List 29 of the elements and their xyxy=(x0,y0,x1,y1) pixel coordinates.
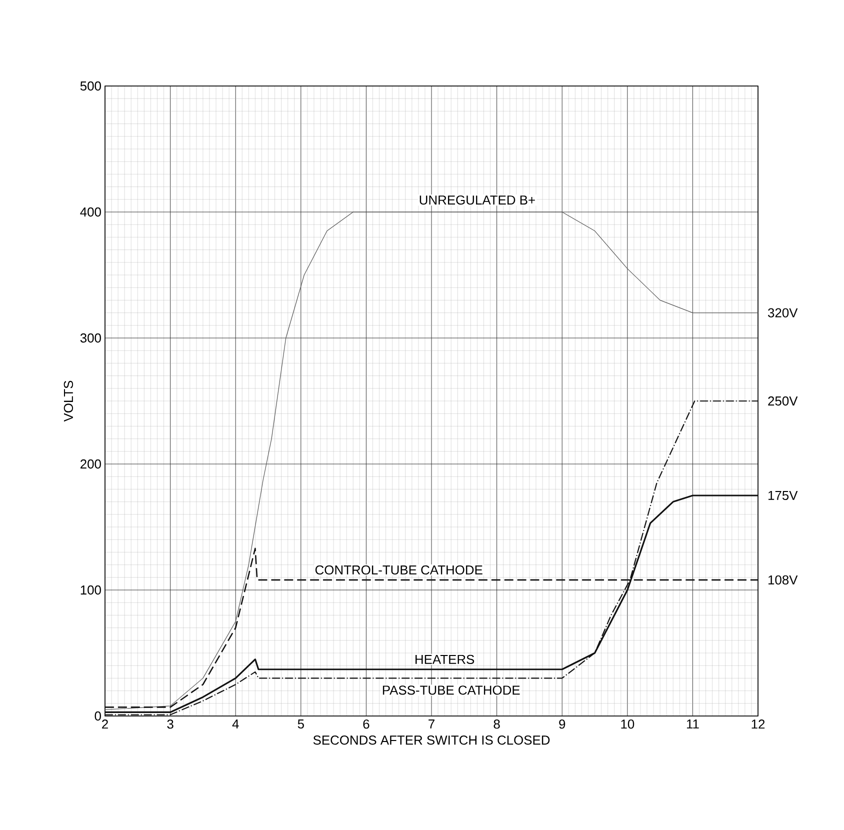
line-series xyxy=(104,400,759,716)
x-tick-label: 12 xyxy=(752,720,765,729)
data-label: 175V xyxy=(768,490,798,500)
x-tick-label: 8 xyxy=(494,720,500,729)
x-axis-title: SECONDS AFTER SWITCH IS CLOSED xyxy=(313,736,550,745)
y-tick-label: 400 xyxy=(80,207,101,217)
series-label: UNREGULATED B+ xyxy=(420,195,535,205)
y-tick-label: 300 xyxy=(80,333,101,343)
x-tick-label: 5 xyxy=(298,720,304,729)
x-tick-label: 4 xyxy=(232,720,239,728)
y-tick-label: 0 xyxy=(94,711,101,721)
x-tick-label: 2 xyxy=(102,720,108,729)
y-axis-title: VOLTS xyxy=(64,380,74,422)
x-tick-label: 7 xyxy=(428,720,434,728)
line-series xyxy=(104,212,758,710)
x-tick-label: 11 xyxy=(686,720,699,728)
data-label: 108V xyxy=(768,575,798,584)
y-tick-label: 200 xyxy=(80,459,101,469)
data-label: 320V xyxy=(768,308,798,318)
data-label: 250V xyxy=(768,396,798,406)
series-label: HEATERS xyxy=(416,654,474,664)
series-label: PASS-TUBE CATHODE xyxy=(382,686,520,695)
x-tick-label: 9 xyxy=(559,720,566,729)
series-label: CONTROL-TUBE CATHODE xyxy=(315,565,482,575)
x-tick-label: 6 xyxy=(363,720,370,729)
x-tick-label: 10 xyxy=(621,720,634,729)
y-tick-label: 500 xyxy=(80,81,101,91)
x-tick-label: 3 xyxy=(167,720,174,729)
y-tick-label: 100 xyxy=(80,585,101,595)
